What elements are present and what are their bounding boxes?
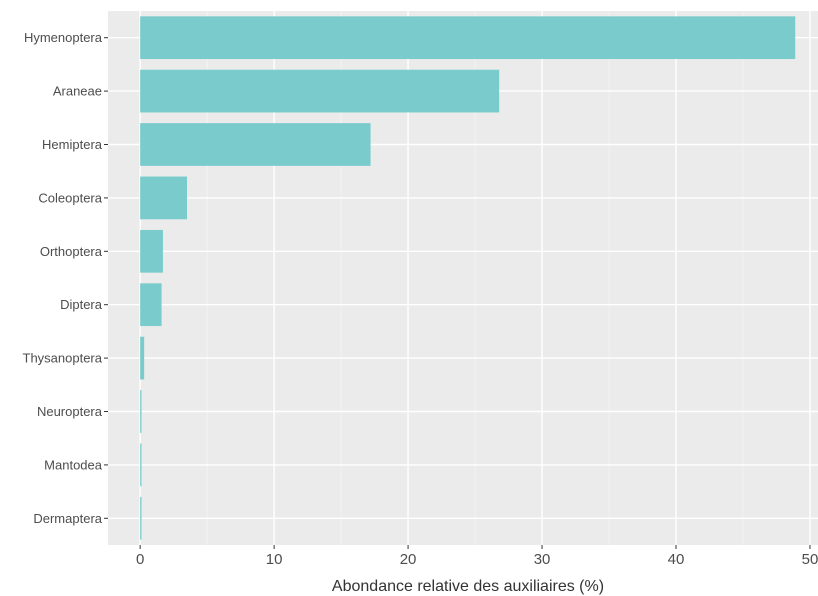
bars bbox=[140, 16, 796, 540]
y-tick-label: Neuroptera bbox=[37, 404, 103, 419]
y-tick-label: Dermaptera bbox=[33, 511, 102, 526]
y-tick-label: Diptera bbox=[60, 297, 103, 312]
bar-mantodea bbox=[140, 443, 142, 487]
y-tick-label: Orthoptera bbox=[40, 244, 103, 259]
bar-hymenoptera bbox=[140, 16, 796, 60]
x-axis-title: Abondance relative des auxiliaires (%) bbox=[332, 578, 604, 595]
bar-dermaptera bbox=[140, 496, 142, 540]
bar-araneae bbox=[140, 69, 500, 113]
bar-coleoptera bbox=[140, 176, 188, 220]
x-tick-label: 30 bbox=[534, 551, 551, 568]
y-tick-label: Hemiptera bbox=[42, 137, 103, 152]
x-axis: 0 10 20 30 40 50 bbox=[136, 545, 818, 568]
x-tick-label: 10 bbox=[266, 551, 283, 568]
y-axis: Hymenoptera Araneae Hemiptera Coleoptera Ort… bbox=[23, 30, 108, 526]
x-tick-label: 40 bbox=[668, 551, 685, 568]
y-tick-label: Hymenoptera bbox=[24, 30, 103, 45]
bar-neuroptera bbox=[140, 390, 142, 433]
y-tick-label: Thysanoptera bbox=[23, 351, 103, 366]
y-tick-label: Mantodea bbox=[44, 457, 103, 472]
bar-orthoptera bbox=[140, 229, 163, 273]
x-tick-label: 20 bbox=[400, 551, 417, 568]
bar-diptera bbox=[140, 283, 162, 327]
bar-hemiptera bbox=[140, 123, 371, 166]
y-tick-label: Coleoptera bbox=[38, 190, 102, 205]
y-tick-label: Araneae bbox=[53, 84, 102, 99]
x-tick-label: 0 bbox=[136, 551, 144, 568]
x-tick-label: 50 bbox=[802, 551, 818, 568]
bar-thysanoptera bbox=[140, 336, 145, 380]
